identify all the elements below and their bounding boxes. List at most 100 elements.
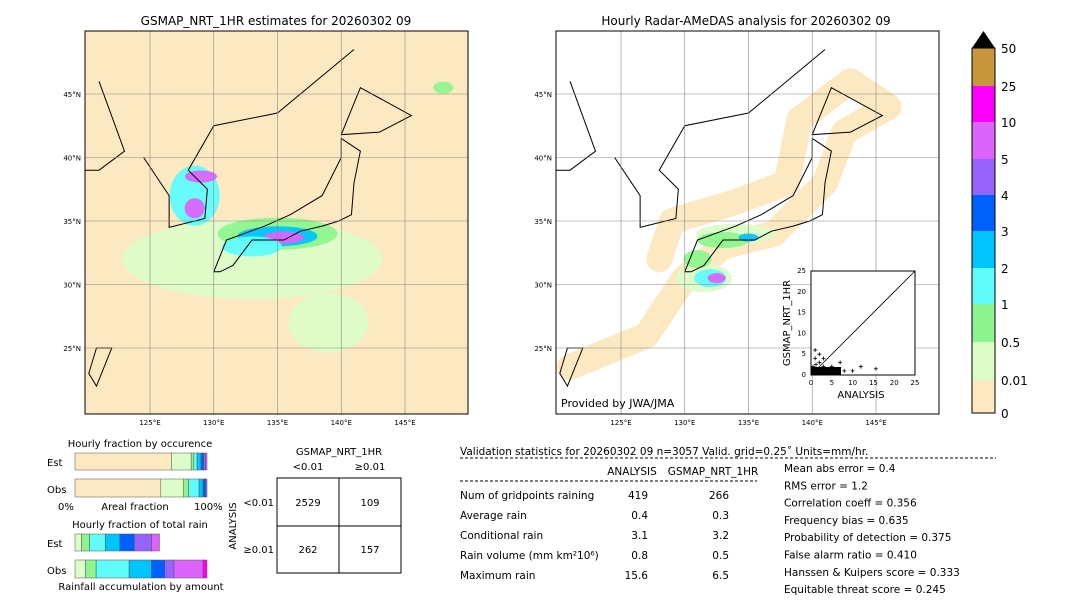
fraction-segment [151,559,166,579]
lat-tick-label: 25°N [63,345,81,353]
rain-est-label: Est [47,539,63,550]
lon-tick-label: 140°E [331,419,352,427]
scatter-y-tick: 5 [802,350,806,358]
colorbar-tick-label: 1 [1001,298,1009,312]
colorbar-tick-label: 5 [1001,153,1009,167]
occ-xlabel: Areal fraction [101,502,168,513]
map-frame [555,30,940,415]
fraction-segment [198,478,204,498]
fraction-segment [205,452,208,471]
colorbar-tick-label: 3 [1001,225,1009,239]
rain-title: Hourly fraction of total rain [72,520,208,531]
ct-cell: 2529 [295,498,320,509]
credit-text: Provided by JWA/JMA [561,397,675,410]
stat-analysis-value: 0.8 [631,550,648,562]
colorbar-segment [972,48,995,86]
colorbar-tick-label: 0.01 [1001,374,1028,388]
lat-tick-label: 40°N [534,155,552,163]
fraction-segment [188,478,200,498]
score-line: False alarm ratio = 0.410 [784,550,917,562]
fraction-segment [105,533,121,552]
occ-est-label: Est [47,458,63,469]
fraction-charts [74,452,208,579]
lon-tick-label: 135°E [738,419,759,427]
lat-tick-label: 30°N [534,282,552,290]
fraction-segment [74,452,172,471]
fraction-segment [95,559,130,579]
scatter-y-tick: 10 [797,329,806,337]
lon-tick-label: 140°E [802,419,823,427]
scatter-point [817,352,822,357]
rain-area [288,292,369,353]
fraction-segment [196,452,202,471]
scatter-x-tick: 10 [848,379,857,387]
ct-cell: 262 [298,545,317,556]
stat-label: Rain volume (mm km²10⁶) [460,550,599,562]
fraction-segment [205,478,208,498]
ct-row-1: ≥0.01 [243,545,274,556]
scatter-point [813,356,818,361]
scatter-x-tick: 15 [869,379,878,387]
rain-area [185,170,217,183]
colorbar-segment [972,380,995,413]
score-line: Hanssen & Kuipers score = 0.333 [784,567,960,579]
stat-analysis-value: 419 [628,490,648,502]
score-line: Correlation coeff = 0.356 [784,498,917,510]
col-analysis: ANALYSIS [607,466,657,478]
ct-cell: 109 [360,498,379,509]
coastline [85,49,413,388]
ct-title: GSMAP_NRT_1HR [296,447,382,458]
scatter-x-tick: 0 [809,379,813,387]
right-map-title: Hourly Radar-AMeDAS analysis for 2026030… [601,14,890,28]
scatter-point [873,366,878,371]
fraction-segment [190,452,195,471]
rain-area [184,198,205,219]
validation-rows: Num of gridpoints raining 419 266 Average r… [460,490,729,582]
scatter-y-tick: 15 [797,309,806,317]
lat-tick-label: 35°N [534,218,552,226]
fraction-segment [203,452,206,471]
rain-area [222,236,282,257]
colorbar-tick-label: 0.5 [1001,336,1020,350]
lon-tick-label: 145°E [394,419,415,427]
scatter-y-tick: 20 [797,288,806,296]
map-content [85,31,468,414]
ct-row-title: ANALYSIS [228,502,239,549]
lon-tick-label: 145°E [865,419,886,427]
lon-tick-label: 125°E [610,419,631,427]
fraction-segment [74,533,82,552]
fraction-segment [171,452,192,471]
fraction-segment [173,559,204,579]
stat-label: Maximum rain [460,570,535,582]
rain-area [433,81,454,94]
col-gsmap: GSMAP_NRT_1HR [668,466,759,478]
scatter-x-tick: 20 [890,379,899,387]
scatter-point [838,360,843,365]
score-line: Probability of detection = 0.375 [784,532,951,544]
fraction-segment [151,533,160,552]
colorbar-tick-label: 2 [1001,262,1009,276]
lat-tick-label: 45°N [63,91,81,99]
stat-gsmap-value: 6.5 [712,570,729,582]
stat-label: Num of gridpoints raining [460,490,594,502]
coastline [556,49,884,388]
scatter-point [813,348,818,353]
colorbar-segment [972,304,995,342]
colorbar-tick-label: 4 [1001,189,1009,203]
scatter-point [850,368,855,373]
stat-gsmap-value: 0.3 [712,510,729,522]
scatter-y-tick: 0 [802,371,806,379]
stat-gsmap-value: 3.2 [712,530,729,542]
scatter-x-tick: 5 [830,379,834,387]
fraction-segment [85,559,97,579]
scatter-point [821,356,826,361]
fraction-segment [164,559,175,579]
fraction-segment [134,533,152,552]
rain-area [707,273,726,284]
stat-analysis-value: 3.1 [631,530,648,542]
left-map: 125°E 45°N 130°E 40°N 135°E 35°N 140°E 30°N 145°… [63,30,469,427]
diagonal-line [810,270,916,376]
rain-area [683,250,712,269]
colorbar-extend-triangle [972,31,995,48]
